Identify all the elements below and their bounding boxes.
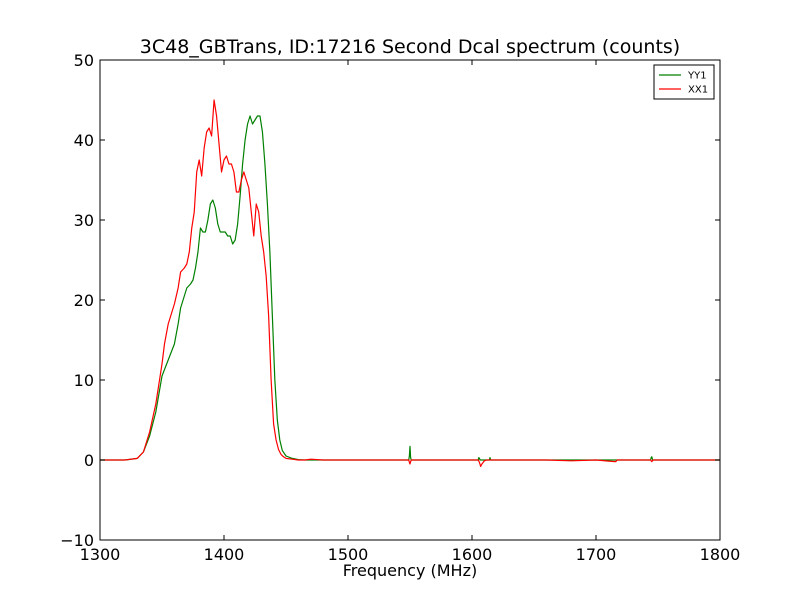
x-tick-label: 1500 [328,545,369,564]
legend-label-yy1: YY1 [687,71,707,82]
chart-title: 3C48_GBTrans, ID:17216 Second Dcal spect… [140,36,680,58]
y-tick-label: 10 [74,371,94,390]
y-axis: −10 0 10 20 30 40 50 [60,51,720,550]
plot-area [100,60,720,540]
series-layer [100,99,720,467]
y-tick-label: 20 [74,291,94,310]
legend-label-xx1: XX1 [688,85,708,96]
y-tick-label: 50 [74,51,94,70]
x-tick-label: 1300 [80,545,121,564]
x-axis: 1300 1400 1500 1600 1700 1800 [80,60,741,564]
x-tick-label: 1600 [452,545,493,564]
x-tick-label: 1700 [576,545,617,564]
y-tick-label: 30 [74,211,94,230]
y-tick-label: 0 [84,451,94,470]
y-tick-label: −10 [60,531,94,550]
legend-box [653,64,715,100]
x-tick-label: 1800 [700,545,741,564]
x-tick-label: 1400 [204,545,245,564]
y-tick-label: 40 [74,131,94,150]
x-axis-label: Frequency (MHz) [343,561,477,580]
series-line-xx1 [100,99,720,467]
